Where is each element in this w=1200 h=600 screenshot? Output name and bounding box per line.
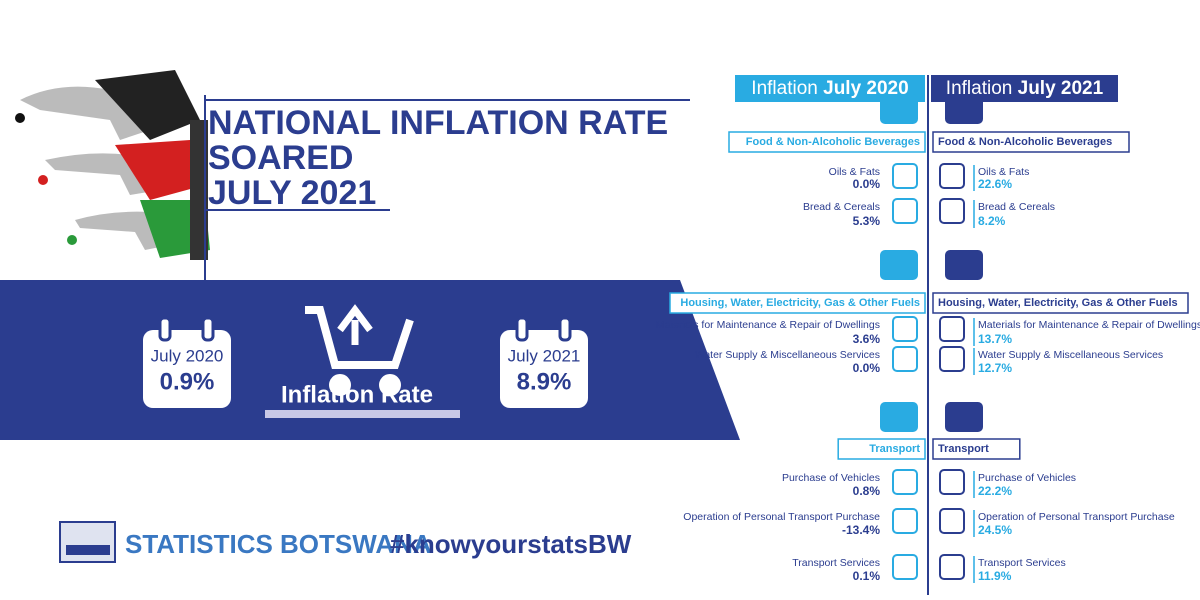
item-label: Transport Services <box>978 557 1066 569</box>
item-label: Purchase of Vehicles <box>782 472 880 484</box>
section-title: Food & Non-Alcoholic Beverages <box>746 136 920 148</box>
item-label: Purchase of Vehicles <box>978 472 1076 484</box>
item-icon <box>939 346 965 372</box>
section-title: Food & Non-Alcoholic Beverages <box>938 136 1112 148</box>
section-title: Housing, Water, Electricity, Gas & Other… <box>938 297 1178 309</box>
section-icon <box>880 94 918 124</box>
item-icon <box>892 469 918 495</box>
item-value: 12.7% <box>978 361 1012 375</box>
rate-value: 0.9% <box>160 368 215 395</box>
item-icon <box>892 316 918 342</box>
item-icon <box>892 346 918 372</box>
item-label: Bread & Cereals <box>803 201 880 213</box>
item-icon <box>939 554 965 580</box>
item-value: 13.7% <box>978 332 1012 346</box>
calendar <box>143 316 231 408</box>
item-icon <box>892 163 918 189</box>
date-label: July 2021 <box>508 346 581 365</box>
column-prefix: Inflation <box>751 78 818 99</box>
title-line: SOARED <box>208 139 353 177</box>
comparison-panel: Inflation July 2020 Inflation July 2021Fo… <box>656 75 1200 595</box>
calendar <box>500 316 588 408</box>
item-icon <box>892 554 918 580</box>
section-icon <box>945 402 983 432</box>
section-bar <box>728 131 926 153</box>
item-label: Water Supply & Miscellaneous Services <box>695 349 880 361</box>
column-title: Inflation July 2020 <box>751 78 908 99</box>
section-icon <box>945 250 983 280</box>
item-value: 24.5% <box>978 523 1012 537</box>
fuel-pumps <box>15 70 210 260</box>
underline <box>265 410 460 418</box>
section-bar <box>932 438 1021 460</box>
section-title: Transport <box>869 443 920 455</box>
item-icon <box>939 198 965 224</box>
column-title: Inflation July 2021 <box>946 78 1104 99</box>
item-value: 3.6% <box>853 332 881 346</box>
logo <box>59 521 116 563</box>
section-icon <box>880 250 918 280</box>
item-value: 0.1% <box>853 569 881 583</box>
item-value: 8.2% <box>978 214 1006 228</box>
section-bar <box>669 292 926 314</box>
organisation: STATISTICS BOTSWANA <box>125 529 432 559</box>
cart-icon <box>305 304 414 396</box>
item-value: 11.9% <box>978 569 1012 583</box>
item-icon <box>939 316 965 342</box>
item-value: 5.3% <box>853 214 881 228</box>
item-label: Operation of Personal Transport Purchase <box>978 511 1175 523</box>
item-icon <box>939 163 965 189</box>
item-label: Transport Services <box>792 557 880 569</box>
section-bar <box>932 131 1130 153</box>
item-value: 22.6% <box>978 177 1012 191</box>
section-title: Transport <box>938 443 989 455</box>
item-icon <box>939 469 965 495</box>
item-icon <box>892 508 918 534</box>
item-value: 0.8% <box>853 484 881 498</box>
section-title: Housing, Water, Electricity, Gas & Other… <box>680 297 920 309</box>
section-icon <box>945 94 983 124</box>
item-label: Materials for Maintenance & Repair of Dw… <box>656 319 880 331</box>
item-icon <box>939 508 965 534</box>
column-prefix: Inflation <box>946 78 1013 99</box>
item-value: -13.4% <box>842 523 880 537</box>
title-line: NATIONAL INFLATION RATE <box>208 104 668 142</box>
section-bar <box>837 438 926 460</box>
title-line: JULY 2021 <box>208 174 376 212</box>
item-value: 0.0% <box>853 361 881 375</box>
date-label: July 2020 <box>151 346 224 365</box>
column-period: July 2020 <box>823 78 909 99</box>
item-label: Operation of Personal Transport Purchase <box>683 511 880 523</box>
section-icon <box>880 402 918 432</box>
item-label: Bread & Cereals <box>978 201 1055 213</box>
item-label: Oils & Fats <box>978 166 1029 178</box>
item-label: Water Supply & Miscellaneous Services <box>978 349 1163 361</box>
item-value: 0.0% <box>853 177 881 191</box>
column-period: July 2021 <box>1018 78 1104 99</box>
banner-label: Inflation Rate <box>281 381 433 408</box>
item-label: Materials for Maintenance & Repair of Dw… <box>978 319 1200 331</box>
item-value: 22.2% <box>978 484 1012 498</box>
hashtag: #knowyourstatsBW <box>390 529 632 559</box>
section-bar <box>932 292 1189 314</box>
item-icon <box>892 198 918 224</box>
item-label: Oils & Fats <box>829 166 880 178</box>
rate-value: 8.9% <box>517 368 572 395</box>
